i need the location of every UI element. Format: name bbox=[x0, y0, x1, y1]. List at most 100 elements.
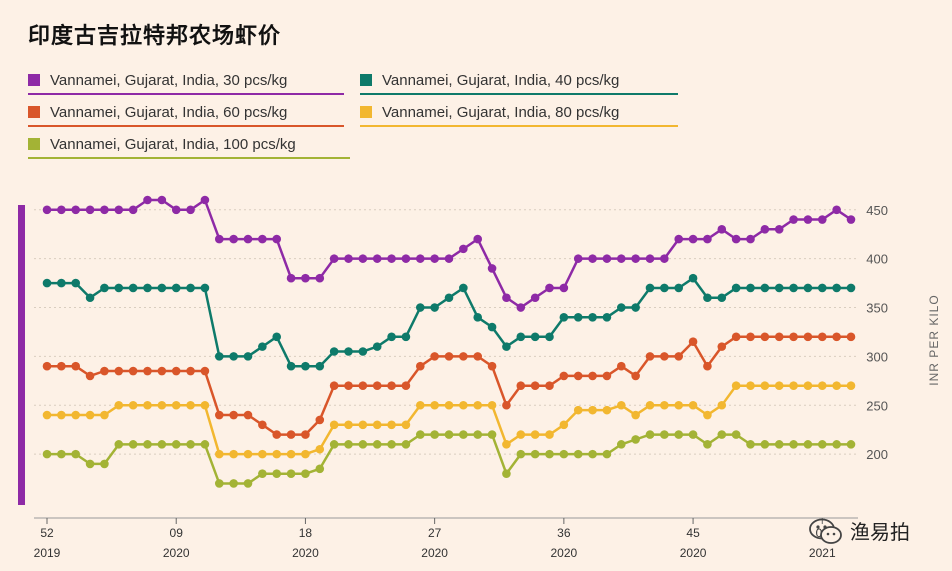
data-point[interactable] bbox=[243, 449, 253, 459]
data-point[interactable] bbox=[616, 440, 626, 449]
data-point[interactable] bbox=[272, 449, 282, 459]
data-point[interactable] bbox=[530, 381, 540, 391]
data-point[interactable] bbox=[717, 293, 727, 303]
data-point[interactable] bbox=[143, 195, 152, 205]
data-point[interactable] bbox=[602, 405, 612, 415]
data-point[interactable] bbox=[42, 278, 52, 288]
data-point[interactable] bbox=[602, 449, 612, 459]
data-point[interactable] bbox=[415, 303, 425, 312]
data-point[interactable] bbox=[703, 410, 712, 420]
data-point[interactable] bbox=[774, 381, 784, 391]
data-point[interactable] bbox=[171, 283, 181, 293]
data-point[interactable] bbox=[301, 469, 310, 478]
data-point[interactable] bbox=[703, 234, 712, 244]
data-point[interactable] bbox=[545, 332, 554, 342]
data-point[interactable] bbox=[660, 400, 669, 410]
data-point[interactable] bbox=[645, 430, 655, 439]
data-point[interactable] bbox=[559, 371, 569, 381]
data-point[interactable] bbox=[171, 205, 181, 215]
data-point[interactable] bbox=[143, 400, 152, 410]
data-point[interactable] bbox=[85, 293, 95, 303]
data-point[interactable] bbox=[329, 381, 339, 391]
data-point[interactable] bbox=[731, 381, 741, 391]
data-point[interactable] bbox=[573, 405, 583, 415]
data-point[interactable] bbox=[602, 254, 612, 263]
data-point[interactable] bbox=[516, 332, 526, 342]
data-point[interactable] bbox=[774, 225, 784, 234]
data-point[interactable] bbox=[645, 283, 655, 293]
data-point[interactable] bbox=[760, 283, 770, 293]
data-point[interactable] bbox=[100, 366, 109, 376]
data-point[interactable] bbox=[789, 332, 798, 342]
data-point[interactable] bbox=[846, 381, 856, 391]
data-point[interactable] bbox=[473, 312, 483, 322]
data-point[interactable] bbox=[530, 449, 540, 459]
legend-item-100[interactable]: Vannamei, Gujarat, India, 100 pcs/kg bbox=[28, 131, 350, 159]
data-point[interactable] bbox=[559, 283, 569, 293]
data-point[interactable] bbox=[301, 449, 310, 459]
data-point[interactable] bbox=[415, 254, 425, 263]
data-point[interactable] bbox=[214, 234, 224, 244]
data-point[interactable] bbox=[128, 366, 138, 376]
data-point[interactable] bbox=[286, 430, 296, 439]
data-point[interactable] bbox=[57, 278, 66, 288]
data-point[interactable] bbox=[372, 440, 382, 449]
data-point[interactable] bbox=[516, 449, 526, 459]
data-point[interactable] bbox=[372, 381, 382, 391]
data-point[interactable] bbox=[344, 347, 353, 356]
data-point[interactable] bbox=[186, 400, 195, 410]
data-point[interactable] bbox=[789, 440, 798, 449]
data-point[interactable] bbox=[200, 400, 210, 410]
data-point[interactable] bbox=[616, 254, 626, 263]
data-point[interactable] bbox=[128, 400, 138, 410]
data-point[interactable] bbox=[358, 440, 368, 449]
data-point[interactable] bbox=[243, 234, 253, 244]
data-point[interactable] bbox=[358, 420, 368, 430]
data-point[interactable] bbox=[530, 332, 540, 342]
data-point[interactable] bbox=[645, 400, 655, 410]
data-point[interactable] bbox=[444, 400, 454, 410]
data-point[interactable] bbox=[186, 440, 195, 449]
data-point[interactable] bbox=[258, 342, 267, 351]
data-point[interactable] bbox=[817, 332, 827, 342]
data-point[interactable] bbox=[286, 449, 296, 459]
data-point[interactable] bbox=[588, 405, 597, 415]
data-point[interactable] bbox=[200, 440, 210, 449]
data-point[interactable] bbox=[272, 430, 282, 439]
data-point[interactable] bbox=[329, 347, 339, 356]
data-point[interactable] bbox=[358, 381, 368, 391]
data-point[interactable] bbox=[487, 264, 497, 273]
data-point[interactable] bbox=[71, 205, 81, 215]
data-point[interactable] bbox=[789, 381, 798, 391]
data-point[interactable] bbox=[42, 410, 52, 420]
data-point[interactable] bbox=[157, 283, 167, 293]
data-point[interactable] bbox=[602, 312, 612, 322]
data-point[interactable] bbox=[286, 469, 296, 478]
data-point[interactable] bbox=[229, 352, 238, 361]
data-point[interactable] bbox=[459, 430, 468, 439]
data-point[interactable] bbox=[746, 381, 755, 391]
data-point[interactable] bbox=[631, 410, 640, 420]
data-point[interactable] bbox=[832, 205, 841, 215]
data-point[interactable] bbox=[329, 420, 339, 430]
data-point[interactable] bbox=[430, 352, 439, 361]
data-point[interactable] bbox=[286, 273, 296, 283]
data-point[interactable] bbox=[674, 400, 684, 410]
data-point[interactable] bbox=[100, 410, 109, 420]
data-point[interactable] bbox=[487, 361, 497, 371]
data-point[interactable] bbox=[57, 410, 66, 420]
data-point[interactable] bbox=[645, 254, 655, 263]
data-point[interactable] bbox=[717, 342, 727, 351]
data-point[interactable] bbox=[315, 361, 325, 371]
data-point[interactable] bbox=[459, 400, 468, 410]
data-point[interactable] bbox=[817, 215, 827, 224]
data-point[interactable] bbox=[186, 205, 195, 215]
data-point[interactable] bbox=[846, 283, 856, 293]
data-point[interactable] bbox=[85, 410, 95, 420]
data-point[interactable] bbox=[616, 361, 626, 371]
data-point[interactable] bbox=[387, 254, 396, 263]
data-point[interactable] bbox=[229, 449, 238, 459]
data-point[interactable] bbox=[703, 293, 712, 303]
data-point[interactable] bbox=[774, 440, 784, 449]
data-point[interactable] bbox=[502, 440, 511, 449]
